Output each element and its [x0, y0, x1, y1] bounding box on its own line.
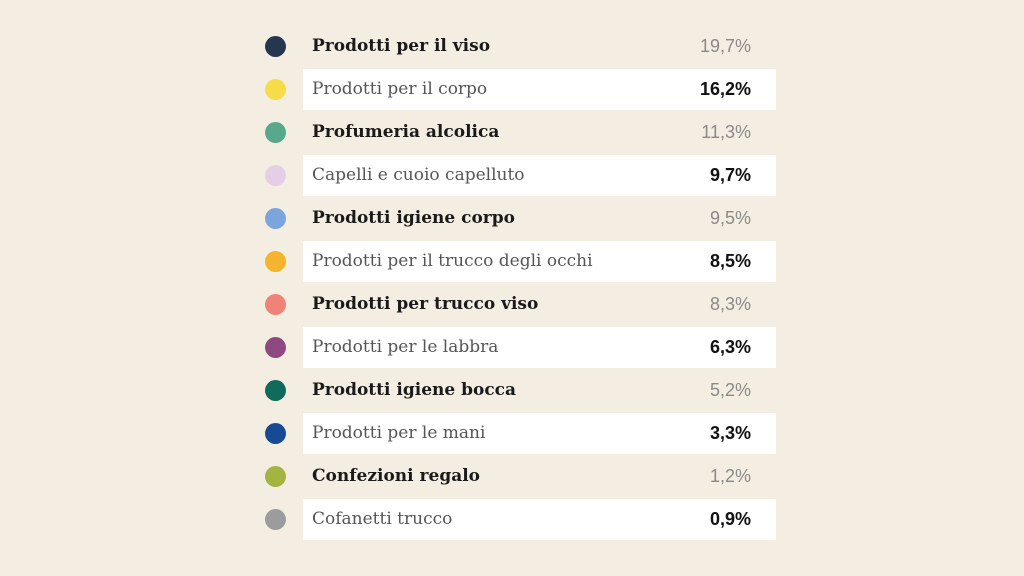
- row-background: [303, 155, 776, 196]
- legend-color-dot: [265, 79, 286, 100]
- percentage-value: 16,2%: [699, 79, 751, 99]
- percentage-value: 6,3%: [709, 337, 751, 357]
- category-label: Prodotti per il trucco degli occhi: [312, 251, 593, 271]
- category-label: Prodotti per il corpo: [312, 79, 488, 99]
- category-label: Prodotti per trucco viso: [312, 294, 539, 314]
- legend-row: Prodotti per le labbra 6,3%: [265, 326, 777, 369]
- percentage-value: 11,3%: [701, 122, 751, 142]
- legend-color-dot: [265, 294, 286, 315]
- legend-color-dot: [265, 380, 286, 401]
- category-label: Prodotti per le mani: [312, 423, 486, 443]
- legend-row: Prodotti per il trucco degli occhi 8,5%: [265, 240, 777, 283]
- percentage-value: 9,5%: [709, 208, 751, 228]
- percentage-value: 0,9%: [709, 509, 751, 529]
- row-background: [303, 241, 776, 282]
- category-label: Profumeria alcolica: [312, 122, 500, 142]
- category-label: Prodotti per il viso: [312, 36, 491, 56]
- row-background: [303, 69, 776, 110]
- category-label: Prodotti igiene corpo: [312, 208, 515, 228]
- percentage-value: 8,3%: [709, 294, 751, 314]
- legend-row: Prodotti per le mani 3,3%: [265, 412, 777, 455]
- legend-row: Profumeria alcolica 11,3%: [265, 111, 777, 154]
- percentage-value: 5,2%: [709, 380, 751, 400]
- legend-color-dot: [265, 36, 286, 57]
- legend-row: Prodotti per trucco viso 8,3%: [265, 283, 777, 326]
- percentage-value: 9,7%: [709, 165, 751, 185]
- percentage-value: 3,3%: [709, 423, 751, 443]
- legend-color-dot: [265, 466, 286, 487]
- legend-color-dot: [265, 509, 286, 530]
- category-label: Prodotti per le labbra: [312, 337, 499, 357]
- legend-color-dot: [265, 423, 286, 444]
- legend-row: Prodotti per il viso 19,7%: [265, 25, 777, 68]
- legend-color-dot: [265, 337, 286, 358]
- category-label: Cofanetti trucco: [312, 509, 453, 529]
- row-background: [303, 413, 776, 454]
- legend-row: Capelli e cuoio capelluto 9,7%: [265, 154, 777, 197]
- legend-color-dot: [265, 251, 286, 272]
- legend-color-dot: [265, 208, 286, 229]
- legend-row: Prodotti per il corpo 16,2%: [265, 68, 777, 111]
- percentage-value: 1,2%: [709, 466, 751, 486]
- row-background: [303, 327, 776, 368]
- legend-row: Confezioni regalo 1,2%: [265, 455, 777, 498]
- row-background: [303, 499, 776, 540]
- category-label: Prodotti igiene bocca: [312, 380, 517, 400]
- legend-row: Cofanetti trucco 0,9%: [265, 498, 777, 541]
- legend-row: Prodotti igiene corpo 9,5%: [265, 197, 777, 240]
- legend-row: Prodotti igiene bocca 5,2%: [265, 369, 777, 412]
- legend-color-dot: [265, 122, 286, 143]
- category-label: Confezioni regalo: [312, 466, 481, 486]
- category-label: Capelli e cuoio capelluto: [312, 165, 525, 185]
- percentage-value: 19,7%: [699, 36, 751, 56]
- percentage-value: 8,5%: [709, 251, 751, 271]
- legend-color-dot: [265, 165, 286, 186]
- category-share-list: Prodotti per il viso 19,7% Prodotti per il…: [265, 25, 777, 541]
